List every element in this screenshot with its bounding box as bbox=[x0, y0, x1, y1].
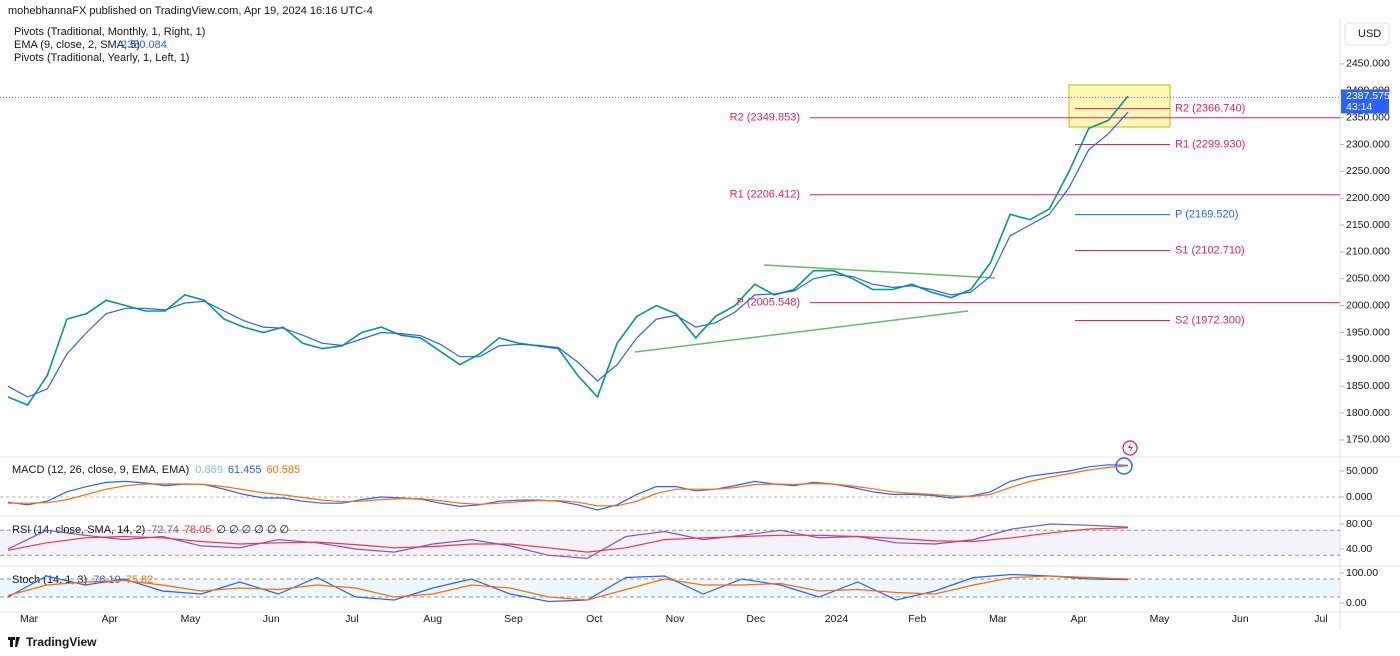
x-tick-label: Apr bbox=[1071, 613, 1088, 625]
price-tag-value: 2387.575 bbox=[1346, 90, 1390, 102]
y-tick-label: 2450.000 bbox=[1346, 58, 1390, 70]
x-tick-label: Apr bbox=[102, 613, 119, 625]
series-line bbox=[7, 573, 1129, 603]
logo bbox=[8, 637, 20, 647]
y-tick-label: 2250.000 bbox=[1346, 165, 1390, 177]
x-tick-label: Nov bbox=[666, 613, 685, 625]
pivot-label: S2 (1972.300) bbox=[1175, 314, 1245, 326]
legend-ema: EMA (9, close, 2, SMA, 5) bbox=[14, 39, 140, 51]
y-tick-label: 0.00 bbox=[1346, 597, 1367, 609]
x-tick-label: Oct bbox=[586, 613, 602, 625]
publisher: mohebhannaFX published on TradingView.co… bbox=[8, 5, 373, 17]
alert-bolt bbox=[1128, 443, 1133, 453]
legend-pivots-yearly: Pivots (Traditional, Yearly, 1, Left, 1) bbox=[14, 52, 189, 64]
pivot-label: R1 (2299.930) bbox=[1175, 138, 1245, 150]
y-tick-label: 2200.000 bbox=[1346, 192, 1390, 204]
y-tick-label: 1950.000 bbox=[1346, 326, 1390, 338]
legend-pivots-monthly: Pivots (Traditional, Monthly, 1, Right, … bbox=[14, 26, 205, 38]
x-tick-label: Dec bbox=[746, 613, 765, 625]
currency-button[interactable] bbox=[1344, 22, 1390, 46]
indicator-value: 0.869 bbox=[195, 464, 223, 476]
y-tick-label: 2050.000 bbox=[1346, 273, 1390, 285]
indicator-value: ∅ ∅ ∅ ∅ ∅ ∅ bbox=[216, 524, 289, 536]
x-tick-label: Jul bbox=[345, 613, 358, 625]
y-tick-label: 0.000 bbox=[1346, 491, 1372, 503]
y-tick-label: 2300.000 bbox=[1346, 138, 1390, 150]
y-tick-label: 2350.000 bbox=[1346, 111, 1390, 123]
y-tick-label: 2150.000 bbox=[1346, 219, 1390, 231]
trendline[interactable] bbox=[763, 264, 996, 279]
indicator-title: Stoch (14, 1, 3) bbox=[12, 574, 87, 586]
x-tick-label: 2024 bbox=[825, 613, 849, 625]
x-tick-label: Mar bbox=[20, 613, 39, 625]
series-line bbox=[8, 465, 1129, 507]
x-tick-label: Jul bbox=[1314, 613, 1327, 625]
price-tag bbox=[1341, 89, 1389, 114]
indicator-value: 72.74 bbox=[151, 524, 179, 536]
currency[interactable]: USD bbox=[1358, 28, 1381, 40]
pivot-label: R1 (2206.412) bbox=[730, 189, 800, 201]
y-tick-label: 100.00 bbox=[1346, 567, 1378, 579]
indicator-value: 78.05 bbox=[184, 524, 212, 536]
price-tag-countdown: 43:14 bbox=[1346, 101, 1372, 113]
indicator-title: RSI (14, close, SMA, 14, 2) bbox=[12, 524, 145, 536]
y-tick-label: 1900.000 bbox=[1346, 353, 1390, 365]
pivot-label: S1 (2102.710) bbox=[1175, 244, 1245, 256]
x-tick-label: Mar bbox=[989, 613, 1008, 625]
y-tick-label: 2000.000 bbox=[1346, 299, 1390, 311]
y-tick-label: 1800.000 bbox=[1346, 407, 1390, 419]
y-tick-label: 50.000 bbox=[1346, 465, 1378, 477]
x-tick-label: Jun bbox=[1232, 613, 1249, 625]
indicator-title: MACD (12, 26, close, 9, EMA, EMA) bbox=[12, 464, 189, 476]
circle-mark[interactable] bbox=[1115, 457, 1133, 475]
legend-ema-value: 2360.084 bbox=[121, 39, 167, 51]
x-tick-label: Aug bbox=[423, 613, 442, 625]
series-line bbox=[7, 523, 1129, 560]
y-tick-label: 40.00 bbox=[1346, 543, 1372, 555]
pivot-label: R2 (2349.853) bbox=[730, 112, 800, 124]
y-tick-label: 80.00 bbox=[1346, 518, 1372, 530]
series-line bbox=[7, 95, 1129, 406]
x-tick-label: May bbox=[1150, 613, 1171, 625]
series-line bbox=[7, 575, 1129, 601]
indicator-value: 60.585 bbox=[266, 464, 300, 476]
pivot-label: R2 (2366.740) bbox=[1175, 103, 1245, 115]
x-tick-label: Jun bbox=[263, 613, 280, 625]
indicator-value: 61.455 bbox=[228, 464, 262, 476]
band-fill bbox=[0, 579, 1340, 598]
series-line bbox=[7, 111, 1129, 398]
x-tick-label: Feb bbox=[908, 613, 926, 625]
pivot-label: P (2169.520) bbox=[1175, 208, 1238, 220]
x-tick-label: May bbox=[181, 613, 202, 625]
y-tick-label: 1850.000 bbox=[1346, 380, 1390, 392]
footer-brand: TradingView bbox=[26, 635, 97, 649]
y-tick-label: 1750.000 bbox=[1346, 434, 1390, 446]
series-line bbox=[7, 527, 1129, 553]
pivot-label: P (2005.548) bbox=[737, 297, 800, 309]
x-tick-label: Sep bbox=[504, 613, 523, 625]
y-tick-label: 2100.000 bbox=[1346, 246, 1390, 258]
trendline[interactable] bbox=[634, 310, 969, 353]
